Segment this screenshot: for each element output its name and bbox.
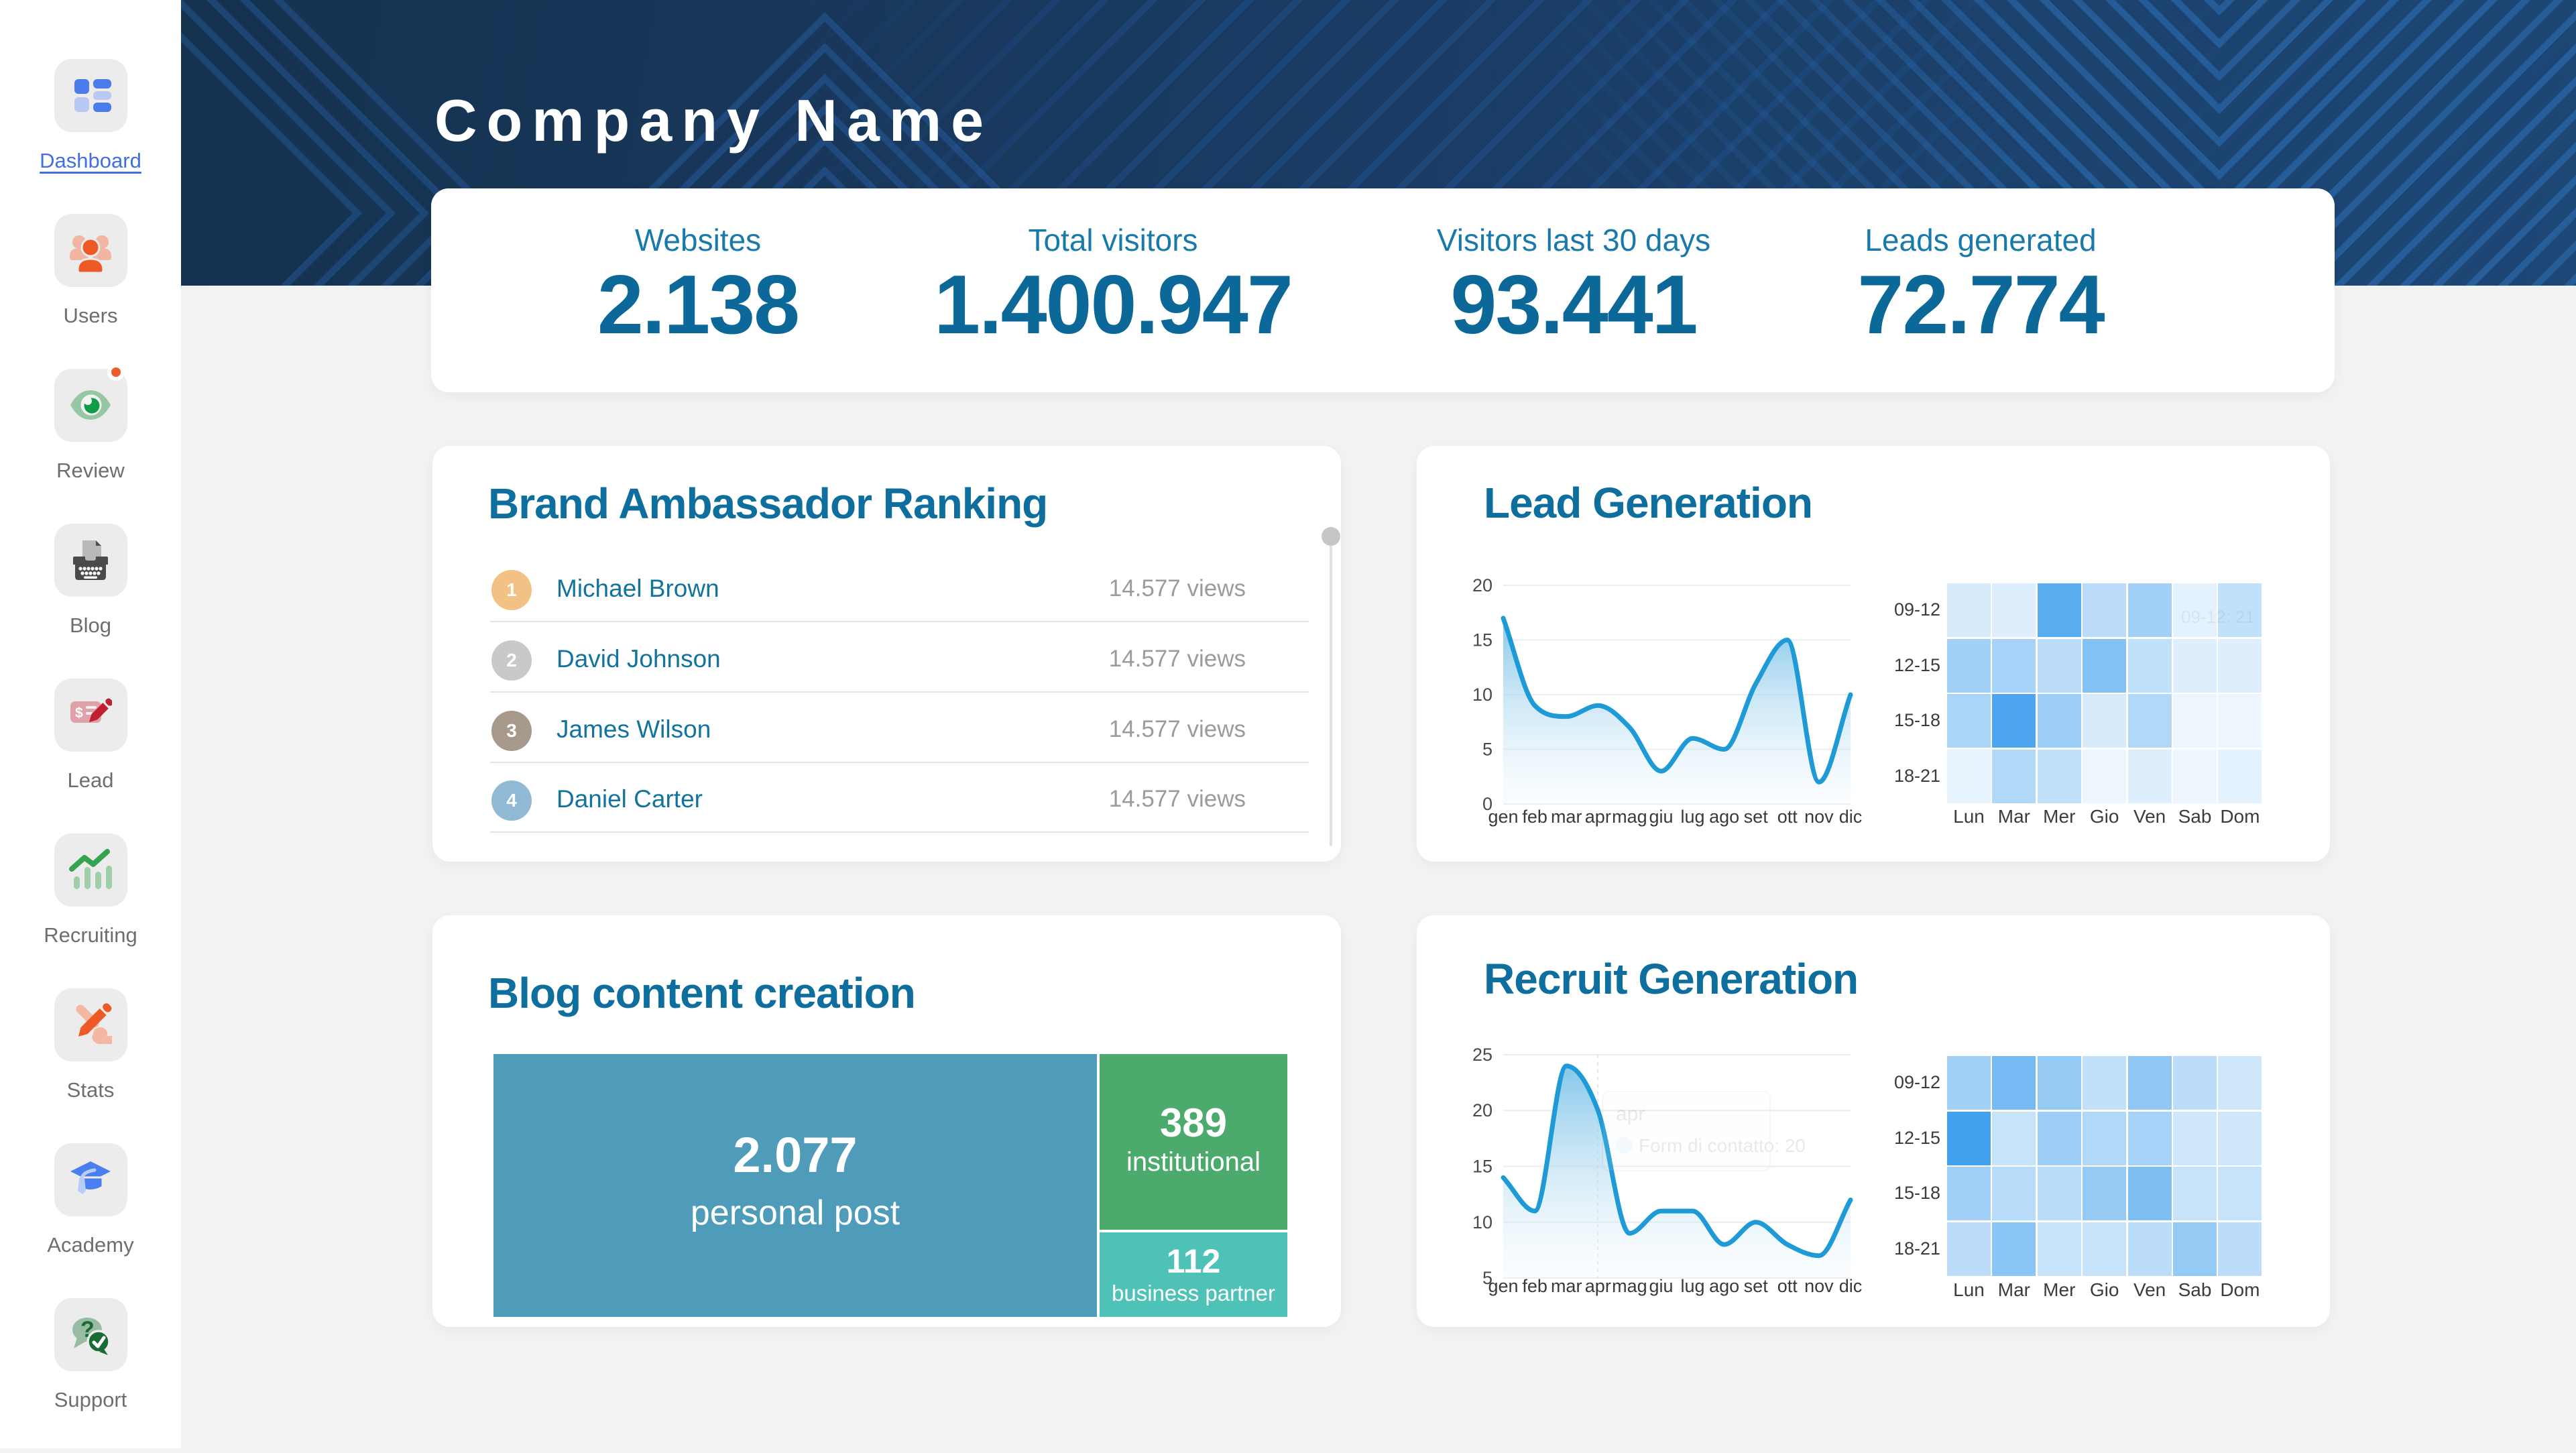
svg-text:ott: ott	[1777, 807, 1798, 827]
svg-text:10: 10	[1472, 1212, 1492, 1232]
svg-text:dic: dic	[1839, 1276, 1863, 1296]
svg-text:$: $	[75, 705, 83, 721]
svg-text:feb: feb	[1522, 1276, 1547, 1296]
svg-text:5: 5	[1482, 1268, 1492, 1288]
svg-text:giu: giu	[1649, 1276, 1673, 1296]
svg-text:15: 15	[1472, 630, 1492, 650]
svg-text:mag: mag	[1612, 1276, 1647, 1296]
svg-text:20: 20	[1472, 1100, 1492, 1120]
svg-text:0: 0	[1482, 794, 1492, 814]
svg-text:feb: feb	[1522, 807, 1547, 827]
svg-text:mar: mar	[1551, 807, 1582, 827]
svg-text:apr: apr	[1616, 1103, 1645, 1125]
svg-text:ago: ago	[1709, 1276, 1739, 1296]
svg-text:10: 10	[1472, 685, 1492, 705]
svg-text:5: 5	[1482, 740, 1492, 760]
svg-text:25: 25	[1472, 1045, 1492, 1065]
svg-text:lug: lug	[1680, 807, 1704, 827]
svg-text:Form di contatto: 20: Form di contatto: 20	[1639, 1135, 1806, 1156]
svg-text:gen: gen	[1488, 807, 1518, 827]
svg-text:dic: dic	[1839, 807, 1863, 827]
svg-text:set: set	[1744, 1276, 1769, 1296]
svg-text:mag: mag	[1612, 807, 1647, 827]
svg-text:set: set	[1744, 807, 1769, 827]
svg-text:15: 15	[1472, 1157, 1492, 1177]
svg-text:apr: apr	[1585, 807, 1611, 827]
svg-text:ago: ago	[1709, 807, 1739, 827]
svg-text:nov: nov	[1804, 1276, 1834, 1296]
svg-text:20: 20	[1472, 575, 1492, 595]
svg-text:apr: apr	[1585, 1276, 1611, 1296]
svg-text:lug: lug	[1680, 1276, 1704, 1296]
svg-text:mar: mar	[1551, 1276, 1582, 1296]
svg-text:giu: giu	[1649, 807, 1673, 827]
svg-text:ott: ott	[1777, 1276, 1798, 1296]
svg-text:gen: gen	[1488, 1276, 1518, 1296]
svg-text:nov: nov	[1804, 807, 1834, 827]
